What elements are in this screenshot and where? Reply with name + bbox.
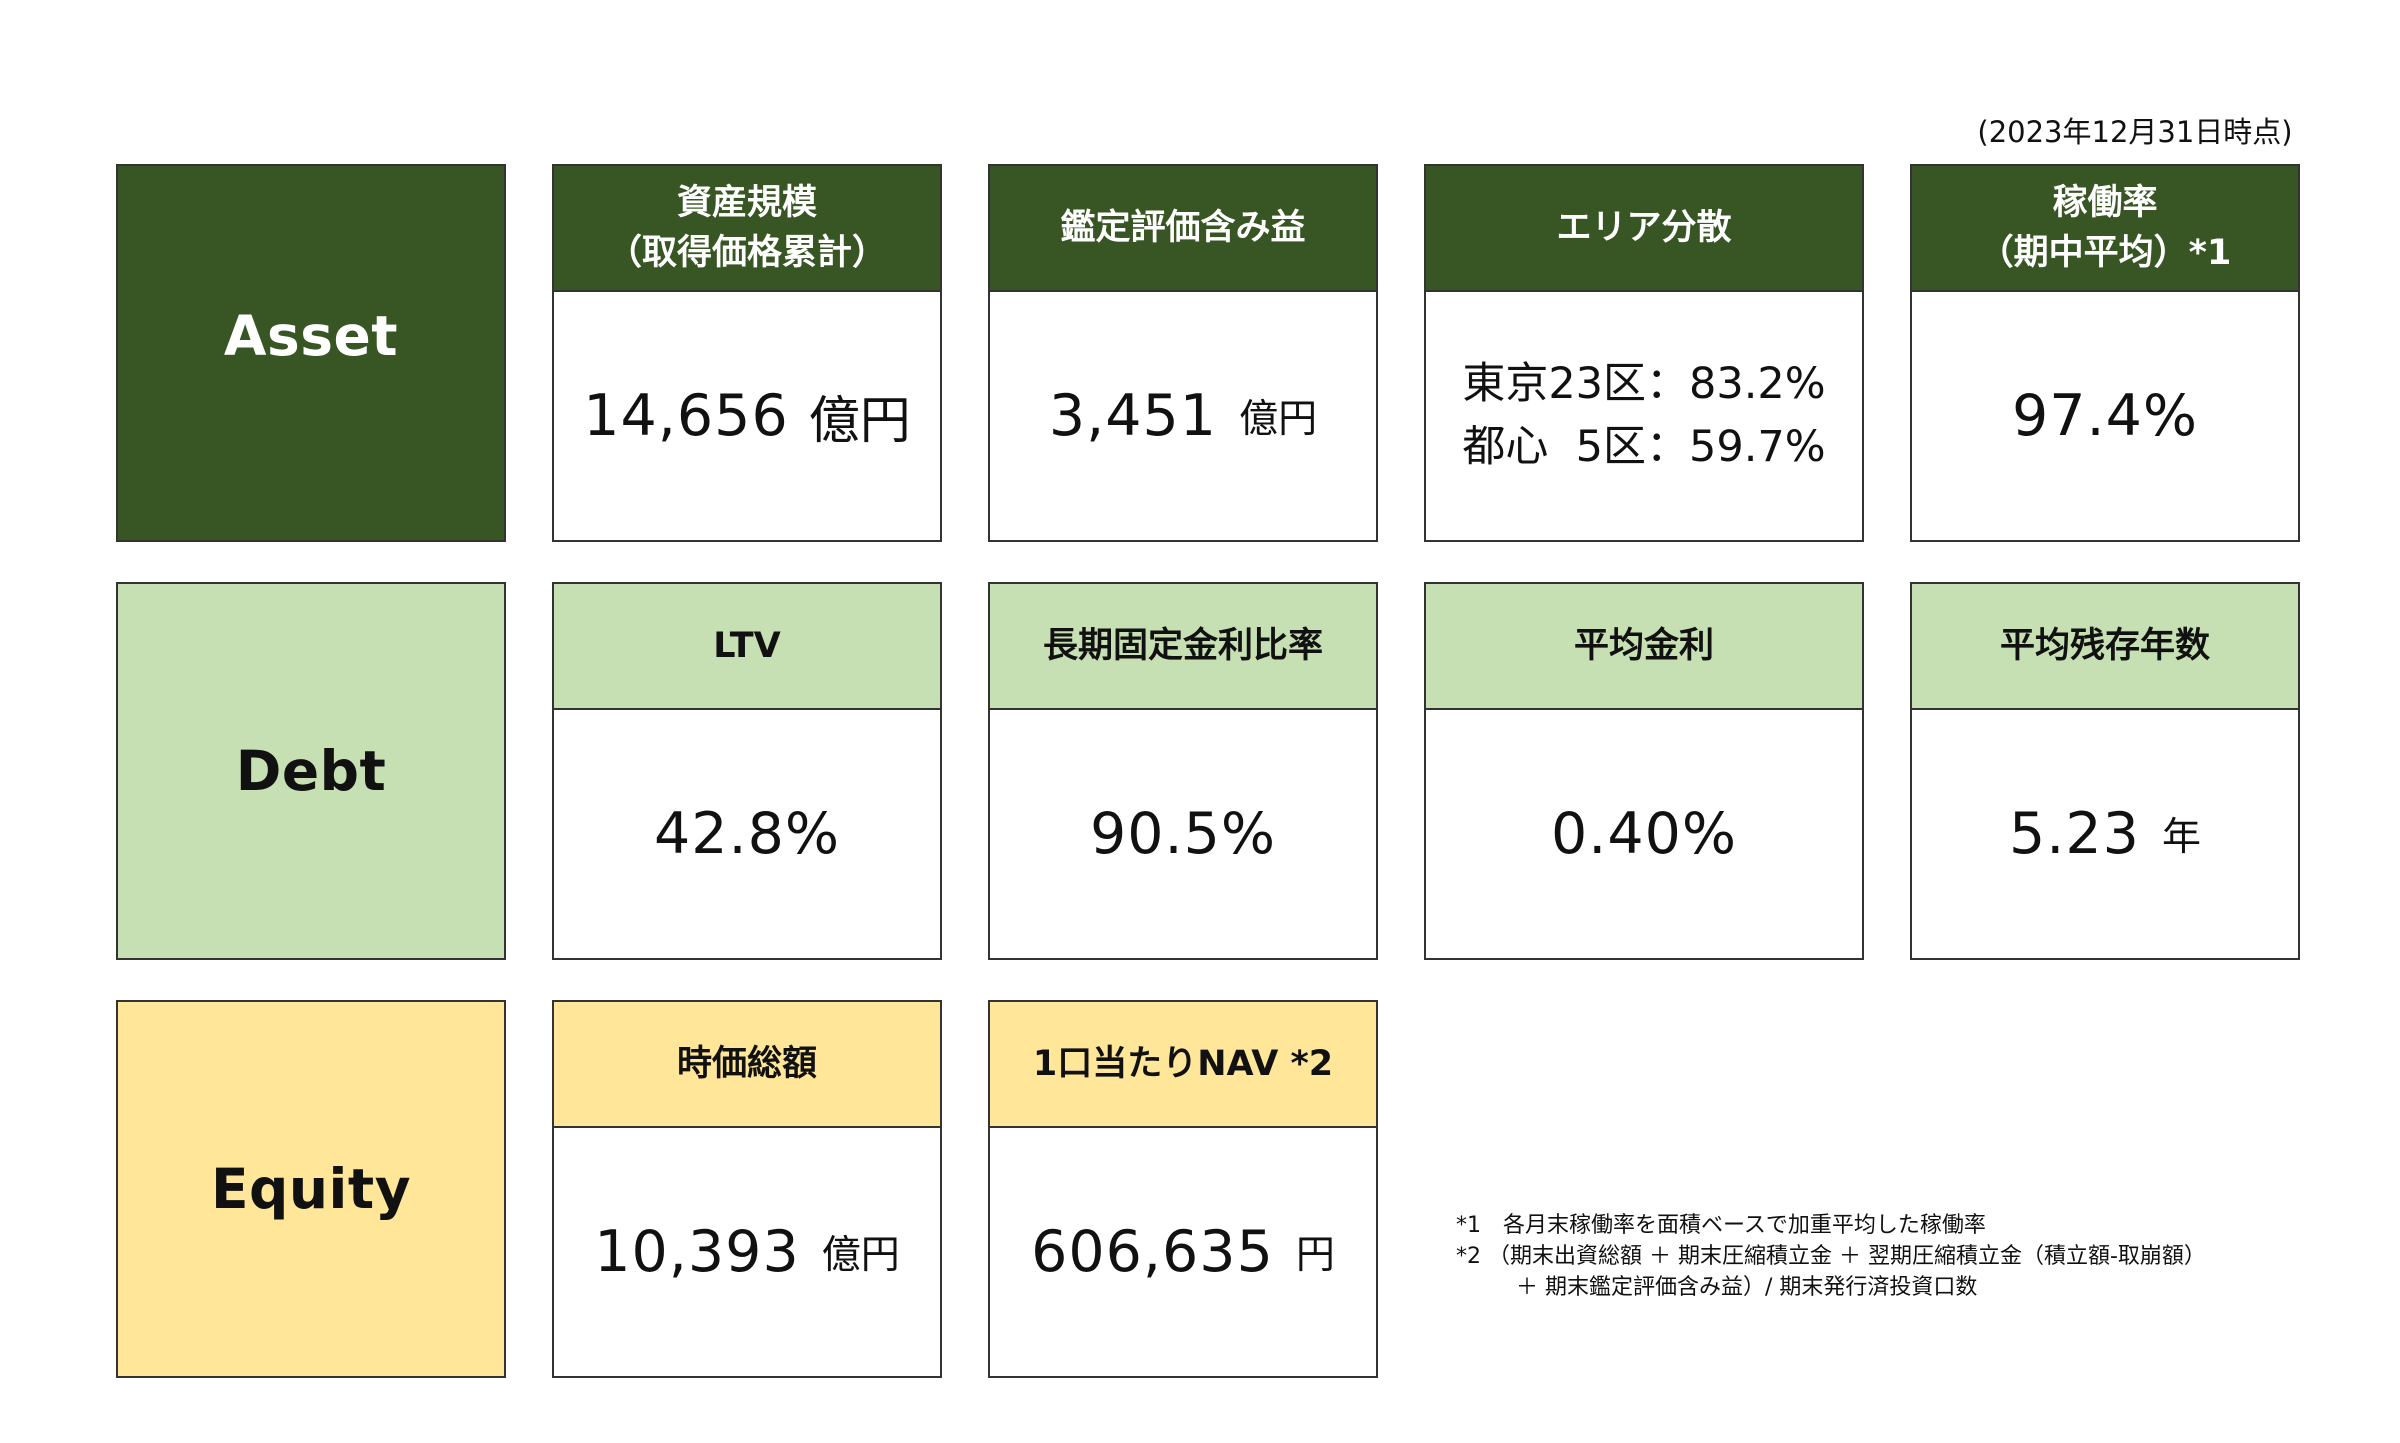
card-value: 14,656 xyxy=(583,383,789,449)
card-body: 5.23 年 xyxy=(1912,710,2298,958)
card-value: 90.5% xyxy=(1089,801,1277,867)
card-value: 97.4% xyxy=(2011,383,2199,449)
area-breakdown: 東京23区：83.2% 都心 5区：59.7% xyxy=(1462,353,1825,479)
card-title: 平均金利 xyxy=(1573,626,1714,666)
card-body: 97.4% xyxy=(1912,292,2298,540)
as-of-date: (2023年12月31日時点) xyxy=(1977,115,2293,149)
card-unit: 億円 xyxy=(1239,397,1318,442)
card-title: LTV xyxy=(713,626,781,666)
card-value: 42.8% xyxy=(653,801,841,867)
card-value: 3,451 xyxy=(1048,383,1218,449)
footnotes: *1 各月末稼働率を面積ベースで加重平均した稼働率 *2 （期末出資総額 ＋ 期… xyxy=(1456,1210,2206,1303)
card-asset-occupancy: 稼働率 （期中平均）*1 97.4% xyxy=(1910,164,2300,542)
card-title: 長期固定金利比率 xyxy=(1042,626,1323,666)
category-debt: Debt xyxy=(116,582,506,960)
card-title: 平均残存年数 xyxy=(1999,626,2210,666)
card-title: 稼働率 xyxy=(2052,183,2158,223)
area-line-tokyo23: 東京23区：83.2% xyxy=(1462,359,1826,409)
card-value: 606,635 xyxy=(1031,1219,1274,1285)
card-equity-nav: 1口当たりNAV *2 606,635 円 xyxy=(988,1000,1378,1378)
card-header: 鑑定評価含み益 xyxy=(990,166,1376,292)
card-title: 時価総額 xyxy=(676,1044,817,1084)
card-header: LTV xyxy=(554,584,940,710)
card-body: 14,656 億円 xyxy=(554,292,940,540)
card-value: 0.40% xyxy=(1550,801,1738,867)
card-unit: 円 xyxy=(1295,1233,1335,1278)
card-header: 時価総額 xyxy=(554,1002,940,1128)
card-asset-size: 資産規模 （取得価格累計） 14,656 億円 xyxy=(552,164,942,542)
card-value: 10,393 xyxy=(594,1219,800,1285)
card-body: 90.5% xyxy=(990,710,1376,958)
card-body: 3,451 億円 xyxy=(990,292,1376,540)
footnote-2: *2 （期末出資総額 ＋ 期末圧縮積立金 ＋ 翌期圧縮積立金（積立額-取崩額） xyxy=(1456,1244,2206,1269)
card-body: 42.8% xyxy=(554,710,940,958)
card-body: 東京23区：83.2% 都心 5区：59.7% xyxy=(1426,292,1862,540)
card-body: 0.40% xyxy=(1426,710,1862,958)
card-unit: 億円 xyxy=(821,1233,900,1278)
card-header: 稼働率 （期中平均）*1 xyxy=(1912,166,2298,292)
category-asset: Asset xyxy=(116,164,506,542)
card-debt-avg-term: 平均残存年数 5.23 年 xyxy=(1910,582,2300,960)
card-debt-ltv: LTV 42.8% xyxy=(552,582,942,960)
card-value: 5.23 xyxy=(2009,801,2140,867)
category-asset-label: Asset xyxy=(223,304,399,368)
category-equity-label: Equity xyxy=(210,1157,412,1221)
footnote-1: *1 各月末稼働率を面積ベースで加重平均した稼働率 xyxy=(1456,1213,1986,1238)
card-unit: 億円 xyxy=(808,392,911,451)
card-header: 平均金利 xyxy=(1426,584,1862,710)
card-title: 資産規模 xyxy=(676,183,817,223)
card-unit: 年 xyxy=(2161,815,2201,860)
footnote-2-continued: ＋ 期末鑑定評価含み益）/ 期末発行済投資口数 xyxy=(1516,1275,1978,1300)
area-line-central5: 都心 5区：59.7% xyxy=(1462,422,1826,472)
card-title: （期中平均）*1 xyxy=(1978,233,2232,273)
card-title: 1口当たりNAV *2 xyxy=(1032,1044,1334,1084)
category-equity: Equity xyxy=(116,1000,506,1378)
card-debt-fixed-ratio: 長期固定金利比率 90.5% xyxy=(988,582,1378,960)
card-equity-market-cap: 時価総額 10,393 億円 xyxy=(552,1000,942,1378)
card-body: 606,635 円 xyxy=(990,1128,1376,1376)
category-debt-label: Debt xyxy=(235,739,387,803)
card-asset-area: エリア分散 東京23区：83.2% 都心 5区：59.7% xyxy=(1424,164,1864,542)
card-header: エリア分散 xyxy=(1426,166,1862,292)
card-header: 長期固定金利比率 xyxy=(990,584,1376,710)
card-title: 鑑定評価含み益 xyxy=(1060,208,1306,248)
card-title: エリア分散 xyxy=(1556,208,1732,248)
card-title: （取得価格累計） xyxy=(606,233,887,273)
card-header: 資産規模 （取得価格累計） xyxy=(554,166,940,292)
card-asset-unrealized-gain: 鑑定評価含み益 3,451 億円 xyxy=(988,164,1378,542)
card-debt-avg-rate: 平均金利 0.40% xyxy=(1424,582,1864,960)
card-header: 1口当たりNAV *2 xyxy=(990,1002,1376,1128)
card-body: 10,393 億円 xyxy=(554,1128,940,1376)
card-header: 平均残存年数 xyxy=(1912,584,2298,710)
